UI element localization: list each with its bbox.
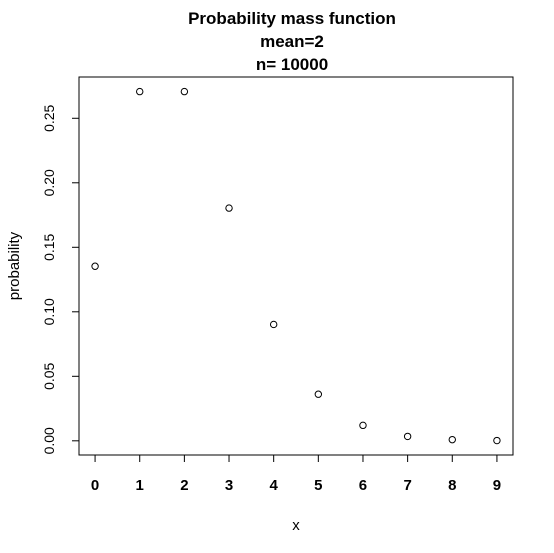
y-axis-label: probability (6, 231, 23, 300)
chart-title-line-2: mean=2 (260, 32, 324, 51)
x-tick-label: 8 (448, 477, 456, 494)
x-axis-label: x (292, 517, 300, 534)
data-points (92, 88, 500, 443)
y-tick-label: 0.05 (41, 362, 57, 389)
x-tick-label: 3 (225, 477, 233, 494)
chart-title-line-3: n= 10000 (256, 55, 328, 74)
x-tick-label: 5 (314, 477, 322, 494)
data-point (226, 205, 232, 211)
data-point (181, 88, 187, 94)
y-tick-label: 0.10 (41, 298, 57, 325)
data-point (360, 422, 366, 428)
plot-frame (79, 77, 513, 455)
x-axis: 0 1 2 3 4 5 6 7 8 9 (91, 455, 501, 494)
data-point (404, 433, 410, 439)
x-tick-label: 9 (493, 477, 501, 494)
y-tick-label: 0.20 (41, 169, 57, 196)
x-tick-label: 2 (180, 477, 188, 494)
y-axis: 0.00 0.05 0.10 0.15 0.20 0.25 (41, 104, 79, 454)
data-point (449, 436, 455, 442)
x-tick-label: 4 (270, 477, 279, 494)
x-tick-label: 7 (403, 477, 411, 494)
data-point (92, 263, 98, 269)
data-point (315, 391, 321, 397)
chart-title-line-1: Probability mass function (188, 9, 396, 28)
y-tick-label: 0.00 (41, 427, 57, 454)
y-tick-label: 0.15 (41, 233, 57, 260)
chart-title: Probability mass function mean=2 n= 1000… (188, 9, 396, 74)
data-point (137, 88, 143, 94)
x-tick-label: 6 (359, 477, 367, 494)
data-point (270, 321, 276, 327)
y-tick-label: 0.25 (41, 104, 57, 131)
x-tick-label: 0 (91, 477, 99, 494)
x-tick-label: 1 (136, 477, 144, 494)
data-point (494, 437, 500, 443)
